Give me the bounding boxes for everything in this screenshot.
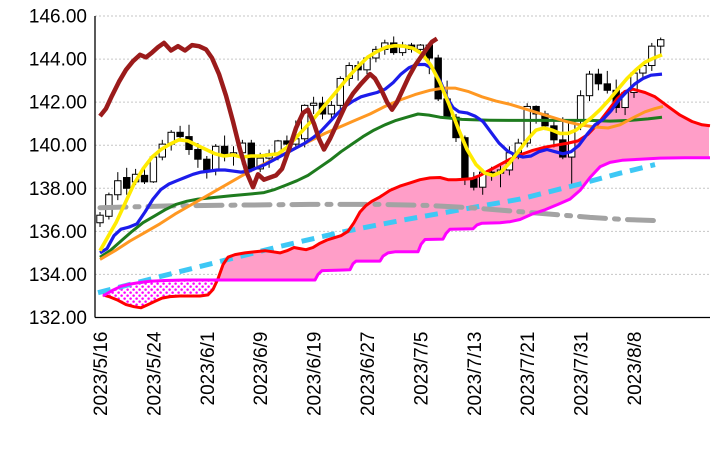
candle-body-up [576, 95, 585, 121]
x-tick-label: 2023/5/24 [144, 331, 165, 416]
y-tick-label: 134.00 [29, 265, 87, 286]
x-tick-label: 2023/6/1 [198, 332, 219, 406]
x-tick-label: 2023/7/13 [465, 332, 486, 417]
x-tick-label: 2023/7/31 [572, 332, 593, 417]
candle-body-up [96, 214, 104, 224]
candle-body-down [594, 73, 603, 85]
candle-body-up [523, 105, 531, 144]
y-axis-tick-labels: 146.00 144.00 142.00 140.00 138.00 136.00 134.… [29, 7, 87, 330]
axis-lines [94, 16, 710, 319]
x-tick-label: 2023/7/5 [411, 332, 432, 406]
x-tick-label: 2023/7/21 [518, 332, 539, 417]
x-tick-label: 2023/6/27 [358, 332, 379, 417]
y-tick-label: 140.00 [29, 136, 87, 157]
candle-body-up [657, 39, 665, 47]
candle-body-up [301, 104, 309, 140]
y-tick-label: 132.00 [29, 308, 87, 329]
candle-body-up [212, 145, 220, 172]
y-tick-label: 136.00 [29, 222, 87, 243]
x-tick-label: 2023/5/16 [91, 332, 112, 417]
candle-body-up [309, 102, 318, 106]
candle-body-up [327, 104, 336, 115]
overlay-line-series [97, 36, 711, 310]
candle-body-down [176, 131, 184, 138]
candle-body-up [114, 180, 122, 196]
gray-dash-dot-line [97, 201, 658, 224]
candle-body-down [559, 139, 567, 158]
candle-body-up [585, 73, 594, 97]
candle-body-down [220, 145, 229, 156]
candle-body-down [140, 174, 149, 183]
y-tick-label: 138.00 [29, 179, 87, 200]
cloud-lower-boundary [102, 156, 710, 298]
candle-body-down [203, 158, 211, 172]
x-axis-date-labels: 2023/5/16 2023/5/24 2023/6/1 2023/6/9 2023/6… [91, 331, 646, 416]
fast-moving-average [98, 43, 663, 252]
candle-body-up [416, 44, 425, 50]
y-tick-label: 144.00 [29, 50, 87, 71]
slow-moving-average [99, 112, 663, 259]
comparison-price-line [98, 36, 439, 190]
x-tick-label: 2023/6/9 [251, 332, 272, 406]
candle-body-up [648, 45, 656, 67]
y-tick-label: 142.00 [29, 93, 87, 114]
dashed-trend-line [97, 162, 656, 296]
candle-body-down [194, 149, 202, 160]
x-tick-label: 2023/6/19 [305, 332, 326, 417]
candle-body-down [123, 177, 131, 189]
x-tick-label: 2023/8/8 [625, 332, 646, 406]
y-tick-label: 146.00 [29, 7, 87, 28]
candle-body-down [603, 83, 611, 91]
